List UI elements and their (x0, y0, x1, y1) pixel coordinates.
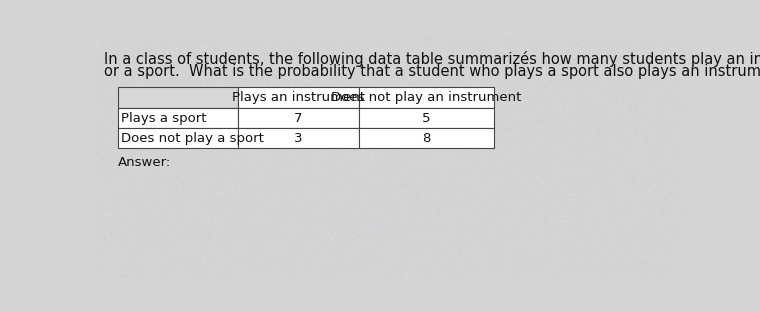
Bar (359, 87, 494, 108)
Text: 5: 5 (422, 112, 431, 125)
Text: 7: 7 (294, 112, 302, 125)
Bar (119, 108, 239, 128)
Text: In a class of students, the following data table summarizés how many students pl: In a class of students, the following da… (104, 51, 760, 66)
Bar (239, 108, 359, 128)
Bar (119, 87, 239, 108)
Bar (119, 128, 239, 148)
Bar (359, 128, 494, 148)
Bar (239, 128, 359, 148)
Text: Answer:: Answer: (119, 156, 172, 169)
Text: Plays an instrument: Plays an instrument (232, 91, 365, 104)
Text: 8: 8 (422, 132, 430, 145)
Text: or a sport.  What is the probability that a student who plays a sport also plays: or a sport. What is the probability that… (104, 64, 760, 79)
Text: Plays a sport: Plays a sport (122, 112, 207, 125)
Bar (359, 108, 494, 128)
Text: Does not play a sport: Does not play a sport (122, 132, 264, 145)
Text: 3: 3 (294, 132, 302, 145)
Bar (239, 87, 359, 108)
Text: Does not play an instrument: Does not play an instrument (331, 91, 521, 104)
